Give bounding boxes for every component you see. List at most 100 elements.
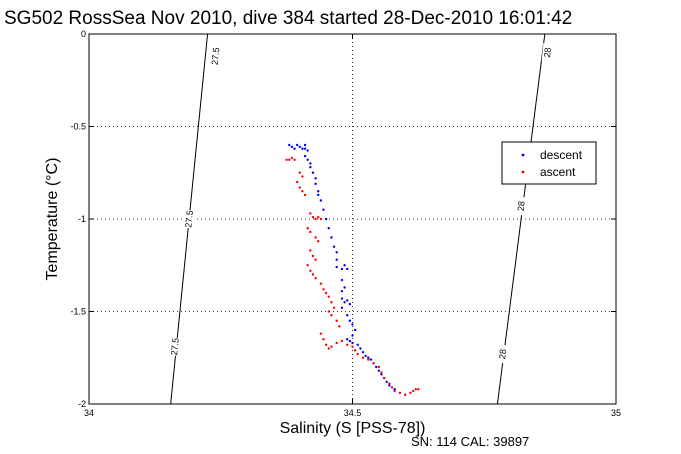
- contour-label: 27.5: [169, 337, 181, 355]
- ascent-point: [335, 319, 338, 322]
- descent-point: [327, 227, 330, 230]
- descent-point: [346, 338, 349, 341]
- descent-point: [356, 343, 359, 346]
- descent-point: [351, 323, 354, 326]
- ascent-point: [409, 391, 412, 395]
- ascent-point: [332, 306, 336, 309]
- descent-point: [301, 147, 304, 150]
- descent-point: [343, 264, 346, 267]
- descent-point: [309, 162, 312, 165]
- ascent-point: [351, 345, 354, 348]
- ascent-point: [311, 273, 315, 276]
- descent-point: [293, 147, 296, 150]
- descent-point: [388, 384, 391, 387]
- ascent-point: [327, 310, 330, 313]
- descent-point: [288, 143, 291, 147]
- descent-point: [348, 339, 352, 343]
- descent-point: [367, 356, 370, 359]
- data-points: [285, 143, 420, 396]
- descent-point: [385, 380, 388, 383]
- ascent-point: [324, 291, 328, 295]
- ascent-point: [322, 338, 325, 341]
- descent-point: [295, 143, 299, 147]
- ascent-point: [285, 158, 288, 161]
- chart-title-text: SG502 RossSea Nov 2010, dive 384 started…: [4, 8, 573, 29]
- descent-point: [340, 306, 344, 309]
- ascent-point: [309, 212, 312, 215]
- ascent-point: [388, 382, 391, 385]
- ascent-point: [319, 332, 323, 335]
- legend-label-descent: descent: [540, 148, 583, 162]
- ascent-point: [380, 371, 383, 374]
- ascent-point: [330, 314, 333, 317]
- descent-point: [322, 208, 325, 211]
- descent-point: [346, 314, 349, 317]
- contour-label-background: [515, 196, 528, 216]
- ascent-point: [311, 254, 315, 258]
- ascent-point: [319, 217, 323, 221]
- ascent-point: [301, 190, 304, 193]
- descent-point: [346, 267, 349, 271]
- legend-marker-ascent: [521, 170, 525, 174]
- contour-label-background: [183, 209, 195, 229]
- y-tick-label: -2: [78, 399, 86, 409]
- descent-point: [303, 143, 307, 147]
- axis-ticks: 34 34.5 35 0 -0.5 -1 -1.5 -2: [70, 29, 621, 418]
- descent-point: [348, 302, 352, 306]
- ascent-point: [372, 362, 375, 365]
- x-tick-label: 34.5: [344, 408, 362, 418]
- descent-point: [311, 171, 315, 174]
- legend-label-ascent: ascent: [540, 165, 576, 179]
- ascent-point: [327, 295, 330, 298]
- descent-point: [348, 319, 352, 322]
- descent-point: [380, 373, 383, 376]
- ascent-point: [319, 282, 323, 285]
- ascent-point: [377, 365, 381, 369]
- descent-point: [324, 217, 328, 221]
- descent-point: [298, 145, 301, 149]
- density-contours: 27.5 27.5 27.5 28 28 28: [169, 33, 554, 405]
- grid-lines: [89, 34, 616, 404]
- ascent-point: [393, 389, 396, 393]
- descent-point: [303, 154, 307, 158]
- descent-point: [393, 388, 396, 391]
- descent-point: [317, 193, 320, 197]
- descent-point: [377, 369, 381, 372]
- ascent-point: [298, 186, 301, 189]
- ascent-point: [330, 301, 333, 304]
- contour-line: [496, 33, 546, 405]
- descent-point: [335, 251, 338, 254]
- descent-point: [335, 258, 338, 261]
- descent-point: [340, 267, 344, 271]
- descent-point: [290, 145, 294, 149]
- descent-point: [340, 278, 344, 282]
- descent-point: [361, 351, 365, 354]
- contour-label-background: [496, 344, 509, 364]
- contour-label: 28: [497, 349, 508, 360]
- ascent-point: [382, 376, 386, 380]
- ascent-point: [306, 227, 309, 230]
- ascent-point: [309, 269, 312, 272]
- ascent-point: [322, 288, 325, 291]
- ascent-point: [314, 217, 317, 221]
- ascent-point: [335, 341, 338, 345]
- descent-point: [346, 299, 349, 302]
- ascent-point: [306, 264, 309, 267]
- ascent-point: [327, 347, 330, 350]
- ascent-point: [414, 388, 417, 391]
- descent-point: [359, 347, 362, 350]
- descent-point: [319, 199, 323, 202]
- contour-label-background: [209, 46, 222, 66]
- descent-point: [309, 166, 312, 169]
- descent-point: [364, 354, 367, 358]
- contour-label: 27.5: [183, 210, 195, 228]
- descent-point: [375, 365, 378, 369]
- ascent-point: [314, 236, 317, 239]
- ascent-point: [404, 393, 407, 396]
- contour-label-background: [169, 337, 181, 357]
- x-tick-label: 34: [84, 408, 94, 418]
- ascent-point: [390, 386, 394, 389]
- contour-label: 28: [542, 47, 553, 58]
- legend: descent ascent: [501, 141, 597, 185]
